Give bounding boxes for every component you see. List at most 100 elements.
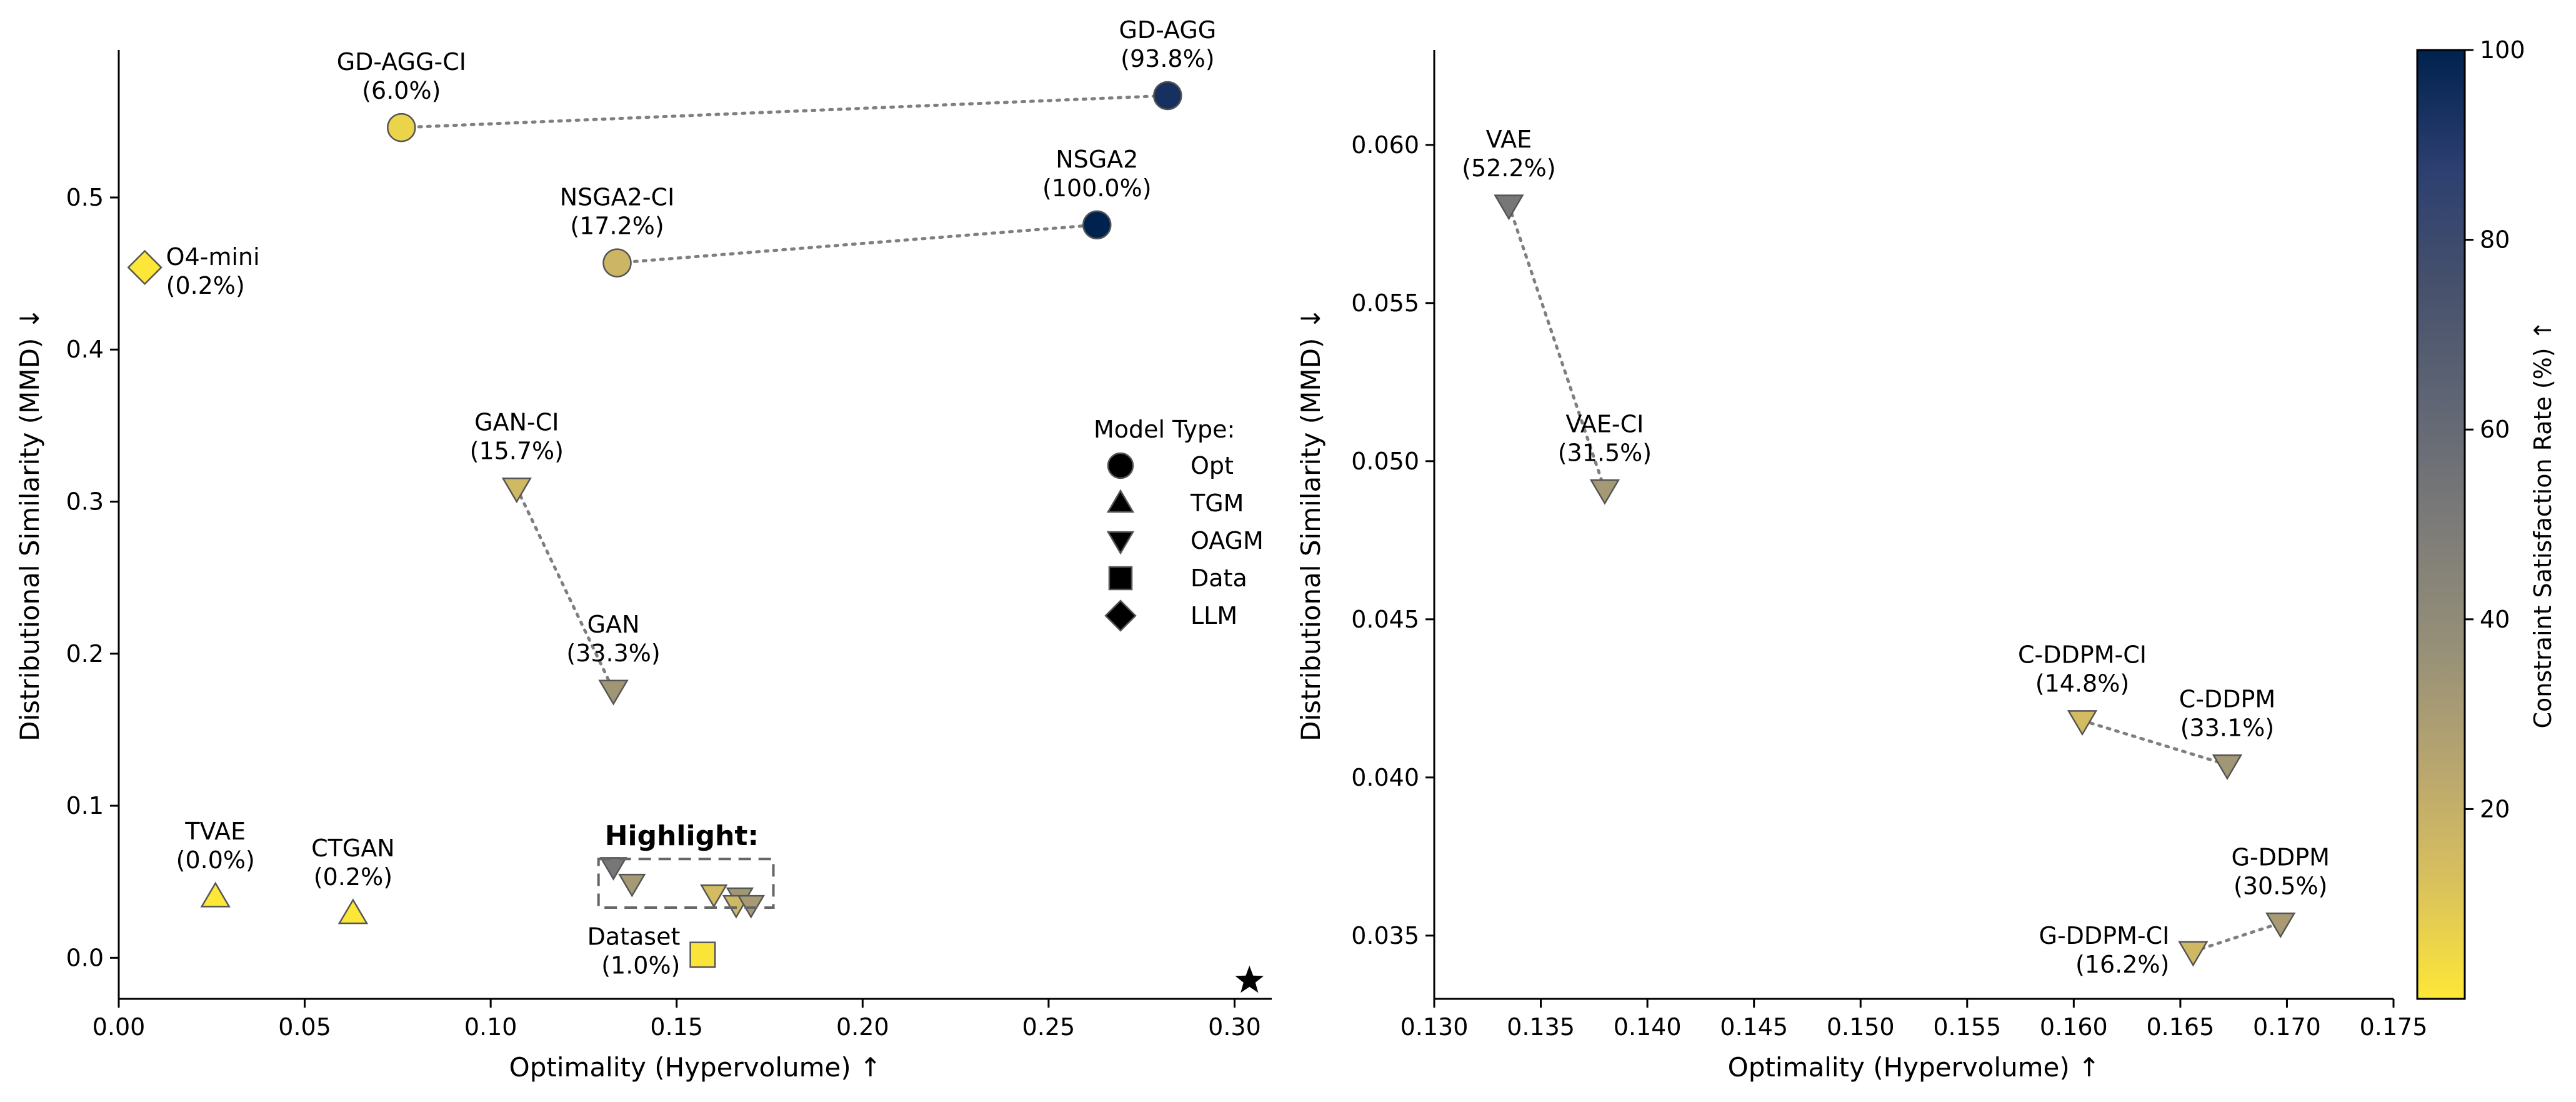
- highlight-box: [597, 858, 775, 909]
- connector-line: [2191, 921, 2282, 953]
- x-tick-label: 0.175: [2360, 1013, 2428, 1041]
- x-tick-label: 0.130: [1400, 1013, 1469, 1041]
- legend-opt-icon: [1107, 452, 1134, 479]
- colorbar-tick-label: 100: [2480, 36, 2525, 64]
- colorbar-gradient: [2416, 49, 2466, 1000]
- point-name-label: O4-mini: [166, 243, 260, 271]
- point-rate-label: (0.2%): [314, 863, 392, 891]
- y-tick-label: 0.050: [1351, 448, 1419, 475]
- y-tick-label: 0.0: [66, 944, 104, 971]
- point-name-label: NSGA2-CI: [560, 184, 675, 211]
- point-rate-label: (15.7%): [470, 438, 564, 465]
- right-scatter-chart: 0.130 0.135 0.140 0.145 0.150 0.155 0.160 0.165…: [1295, 50, 2427, 1083]
- left-point-labels: GD-AGG-CI(6.0%) GD-AGG(93.8%) NSGA2-CI(17.…: [166, 16, 1217, 979]
- connector-line: [1507, 203, 1607, 491]
- right-axes: 0.130 0.135 0.140 0.145 0.150 0.155 0.160 0.165…: [1351, 50, 2427, 1041]
- highlight-point: [618, 873, 646, 898]
- y-tick-label: 0.055: [1351, 289, 1419, 317]
- left-connector-lines: [399, 94, 1169, 692]
- vae-point: [1494, 194, 1524, 221]
- point-rate-label: (6.0%): [362, 77, 441, 104]
- point-rate-label: (31.5%): [1558, 439, 1652, 466]
- point-name-label: G-DDPM-CI: [2039, 922, 2170, 949]
- x-tick-label: 0.160: [2040, 1013, 2108, 1041]
- x-tick-label: 0.20: [836, 1013, 889, 1041]
- point-rate-label: (1.0%): [601, 951, 680, 979]
- o4-mini-point: [127, 249, 162, 286]
- y-tick-label: 0.3: [66, 488, 104, 516]
- left-x-axis-label: Optimality (Hypervolume) ↑: [509, 1052, 882, 1083]
- point-name-label: GD-AGG-CI: [337, 48, 466, 76]
- point-rate-label: (16.2%): [2075, 951, 2169, 978]
- connector-line: [616, 223, 1099, 265]
- point-name-label: TVAE: [184, 818, 246, 845]
- point-rate-label: (0.0%): [176, 846, 255, 874]
- connector-line: [515, 486, 616, 692]
- nsga2-ci-point: [602, 248, 632, 278]
- point-name-label: VAE: [1486, 126, 1532, 153]
- point-rate-label: (33.1%): [2180, 714, 2274, 742]
- point-name-label: NSGA2: [1056, 146, 1138, 173]
- x-tick-label: 0.140: [1614, 1013, 1682, 1041]
- x-tick-label: 0.05: [278, 1013, 331, 1041]
- gd-agg-point: [1153, 81, 1182, 111]
- legend-label: LLM: [1191, 602, 1237, 629]
- legend-tgm-icon: [1106, 489, 1135, 513]
- legend-label: OAGM: [1191, 527, 1264, 554]
- point-name-label: GAN-CI: [474, 409, 559, 436]
- point-name-label: C-DDPM-CI: [2018, 641, 2147, 669]
- x-tick-label: 0.170: [2253, 1013, 2321, 1041]
- legend-llm-icon: [1104, 599, 1137, 632]
- left-y-axis-label: Distributional Similarity (MMD) ↓: [14, 308, 45, 741]
- nsga2-point: [1082, 210, 1112, 240]
- connector-line: [2080, 719, 2229, 767]
- legend-label: Opt: [1191, 452, 1234, 479]
- colorbar-ticks: 20 40 60 80 100: [2465, 36, 2525, 823]
- right-x-axis-label: Optimality (Hypervolume) ↑: [1728, 1052, 2100, 1083]
- point-name-label: CTGAN: [311, 834, 395, 862]
- colorbar-tick-label: 60: [2480, 416, 2510, 443]
- point-name-label: GD-AGG: [1119, 16, 1216, 44]
- right-connector-lines: [1507, 203, 2282, 953]
- x-tick-label: 0.165: [2146, 1013, 2214, 1041]
- highlight-region: Highlight:: [597, 820, 775, 909]
- left-scatter-chart: 0.00 0.05 0.10 0.15 0.20 0.25 0.30 0.0 0.1 0.2 0.3…: [14, 16, 1272, 1083]
- y-tick-label: 0.060: [1351, 131, 1419, 159]
- legend-label: Data: [1191, 564, 1247, 592]
- point-rate-label: (100.0%): [1042, 174, 1152, 202]
- g-ddpm-point: [2265, 912, 2296, 939]
- point-rate-label: (93.8%): [1121, 45, 1214, 73]
- y-tick-label: 0.035: [1351, 922, 1419, 949]
- legend-data-icon: [1108, 566, 1133, 591]
- model-type-legend: Model Type: Opt TGM OAGM Data LLM: [1094, 416, 1264, 632]
- colorbar-tick-label: 20: [2480, 795, 2510, 823]
- gan-ci-point: [501, 477, 532, 504]
- point-rate-label: (14.8%): [2035, 670, 2129, 698]
- connector-line: [399, 94, 1169, 129]
- point-name-label: C-DDPM: [2179, 686, 2275, 713]
- x-tick-label: 0.30: [1208, 1013, 1261, 1041]
- point-name-label: VAE-CI: [1565, 410, 1644, 438]
- left-axes: 0.00 0.05 0.10 0.15 0.20 0.25 0.30 0.0 0.1 0.2 0.3…: [66, 50, 1272, 1041]
- reference-star-icon: [1235, 965, 1264, 993]
- y-tick-label: 0.2: [66, 640, 104, 668]
- dataset-point: [689, 941, 716, 968]
- point-rate-label: (52.2%): [1462, 154, 1555, 182]
- highlight-point: [599, 857, 627, 881]
- highlight-point: [700, 884, 728, 908]
- c-ddpm-ci-point: [2067, 710, 2098, 736]
- point-name-label: GAN: [587, 611, 640, 638]
- gan-point: [598, 679, 629, 706]
- colorbar: 20 40 60 80 100 Constraint Satisfaction Rate…: [2416, 36, 2557, 1000]
- x-tick-label: 0.25: [1022, 1013, 1076, 1041]
- right-y-axis-label: Distributional Similarity (MMD) ↓: [1295, 308, 1326, 741]
- c-ddpm-point: [2212, 754, 2243, 781]
- x-tick-label: 0.00: [92, 1013, 146, 1041]
- y-tick-label: 0.1: [66, 792, 104, 819]
- colorbar-tick-label: 40: [2480, 606, 2510, 633]
- legend-oagm-icon: [1106, 531, 1135, 555]
- colorbar-label: Constraint Satisfaction Rate (%) ↑: [2529, 320, 2557, 728]
- legend-label: TGM: [1190, 489, 1244, 517]
- right-point-labels: VAE(52.2%) VAE-CI(31.5%) C-DDPM-CI(14.8%) C…: [1462, 126, 2330, 978]
- x-tick-label: 0.15: [650, 1013, 703, 1041]
